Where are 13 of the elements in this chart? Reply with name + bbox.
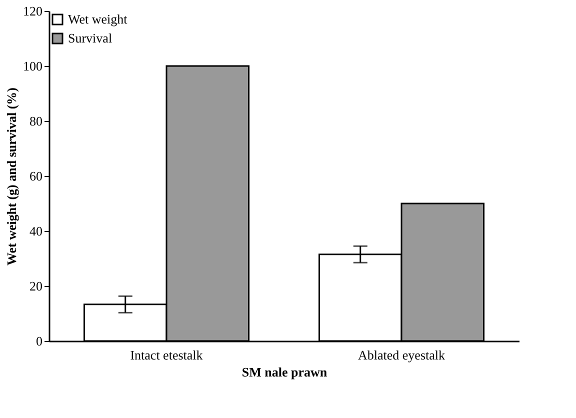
x-tick-label: Ablated eyestalk: [358, 348, 446, 362]
y-tick-label: 40: [30, 224, 42, 238]
x-axis-title: SM nale prawn: [242, 364, 328, 380]
y-tick-label: 60: [30, 168, 42, 184]
y-tick-label: 120: [23, 4, 42, 18]
legend-label: Wet weight: [68, 12, 128, 26]
y-tick-label: 0: [36, 334, 42, 348]
y-tick-label: 100: [23, 58, 42, 74]
x-tick-label: Intact etestalk: [130, 348, 204, 362]
y-tick-label: 20: [30, 278, 42, 294]
y-tick-label: 80: [30, 114, 42, 128]
legend-label: Survival: [68, 30, 112, 46]
y-axis-title: Wet weight (g) and survival (%): [4, 87, 19, 266]
